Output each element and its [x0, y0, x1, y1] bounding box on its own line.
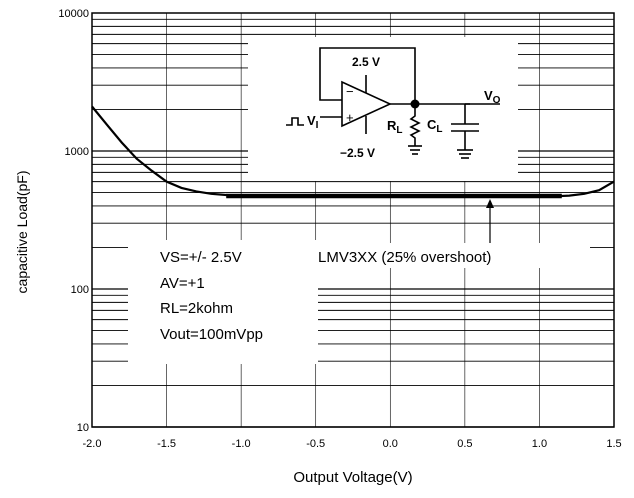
x-tick-label: -1.5 — [157, 438, 176, 450]
capacitor-label-sub: L — [436, 124, 442, 135]
plot-frame — [91, 12, 615, 428]
y-tick-label: 1000 — [65, 146, 89, 158]
x-tick-labels: -2.0 -1.5 -1.0 -0.5 0.0 0.5 1.0 1.5 — [83, 438, 622, 450]
resistor-wire — [409, 104, 421, 146]
condition-vout: Vout=100mVpp — [160, 326, 263, 343]
supply-bottom-label: −2.5 V — [340, 146, 375, 160]
resistor-label: RL — [387, 118, 403, 136]
opamp-minus-sign: − — [346, 84, 354, 99]
supply-top-label: 2.5 V — [352, 55, 380, 69]
input-label-sub: I — [316, 120, 319, 131]
series-label-box — [310, 243, 590, 268]
resistor-label-sub: L — [396, 125, 402, 136]
x-tick-label: 0.0 — [383, 438, 398, 450]
y-tick-label: 10 — [77, 422, 89, 434]
input-label-main: V — [307, 113, 316, 128]
conditions-box — [128, 240, 318, 364]
feedback-wire — [319, 47, 416, 104]
x-tick-label: -1.0 — [232, 438, 251, 450]
condition-rl: RL=2kohm — [160, 300, 233, 317]
x-tick-label: 1.0 — [532, 438, 547, 450]
x-axis-label: Output Voltage(V) — [293, 469, 412, 486]
output-label-sub: O — [493, 95, 501, 106]
x-tick-label: -0.5 — [306, 438, 325, 450]
opamp-plus-sign: + — [346, 110, 354, 125]
x-tick-label: -2.0 — [83, 438, 102, 450]
condition-av: AV=+1 — [160, 275, 205, 292]
x-tick-label: 0.5 — [457, 438, 472, 450]
circuit-diagram: − + 2.5 V −2.5 V VI RL CL VO — [248, 37, 518, 181]
resistor-label-main: R — [387, 118, 397, 133]
output-node-dot — [410, 99, 420, 109]
y-tick-labels: 10 100 1000 10000 — [58, 8, 89, 434]
circuit-background — [248, 37, 518, 181]
y-tick-label: 10000 — [58, 8, 89, 20]
series-pointer-arrowhead — [486, 199, 494, 208]
output-label-main: V — [484, 88, 493, 103]
x-tick-label: 1.5 — [606, 438, 621, 450]
y-tick-label: 100 — [71, 284, 89, 296]
capacitor-label-main: C — [427, 117, 437, 132]
series-label: LMV3XX (25% overshoot) — [318, 249, 491, 266]
input-label: VI — [307, 113, 319, 131]
capacitor-label: CL — [427, 117, 443, 135]
y-axis-label: capacitive Load(pF) — [14, 171, 30, 294]
condition-vs: VS=+/- 2.5V — [160, 249, 242, 266]
output-label: VO — [484, 88, 501, 106]
pulse-icon — [286, 117, 304, 126]
